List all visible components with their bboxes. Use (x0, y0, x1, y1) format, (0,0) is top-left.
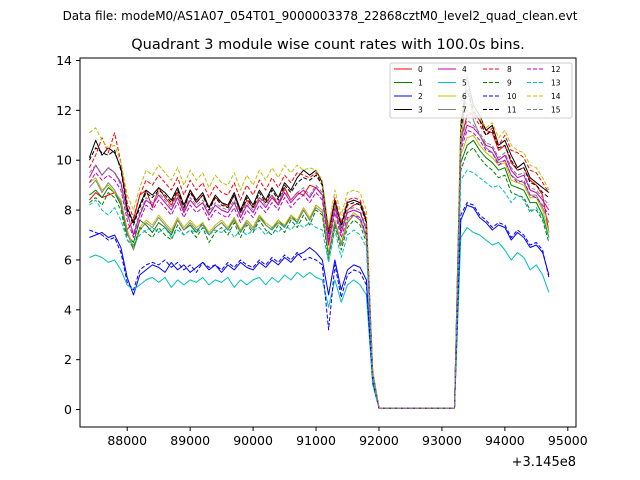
x-offset-label: +3.145e8 (512, 455, 576, 470)
legend-label-2: 2 (418, 92, 423, 101)
series-line-9 (89, 147, 550, 409)
x-tick-label: 95000 (548, 433, 588, 448)
legend-box (389, 62, 573, 119)
legend-label-12: 12 (551, 65, 561, 74)
series-line-4 (88, 124, 550, 409)
legend-label-11: 11 (507, 106, 517, 115)
legend-label-15: 15 (551, 106, 561, 115)
y-tick-label: 8 (64, 203, 72, 218)
series-line-15 (89, 119, 550, 409)
legend-label-4: 4 (462, 65, 467, 74)
x-axis-ticks: 88000 89000 90000 91000 92000 93000 94000 95000 (107, 427, 588, 448)
y-axis-ticks: 0 2 4 6 8 10 12 14 (56, 53, 80, 417)
legend-label-10: 10 (507, 92, 517, 101)
series-line-6 (89, 134, 550, 409)
legend-label-1: 1 (418, 79, 423, 88)
series-line-2 (89, 204, 550, 409)
datafile-caption: Data file: modeM0/AS1A07_054T01_90000033… (63, 9, 578, 23)
legend-label-9: 9 (507, 79, 512, 88)
series-line-5 (89, 227, 550, 409)
series-line-8 (88, 109, 550, 409)
x-tick-label: 90000 (233, 433, 273, 448)
y-tick-label: 0 (64, 402, 72, 417)
y-tick-label: 14 (56, 53, 72, 68)
x-tick-label: 94000 (485, 433, 525, 448)
x-tick-label: 88000 (107, 433, 147, 448)
y-tick-label: 2 (64, 352, 72, 367)
x-tick-label: 92000 (359, 433, 399, 448)
axes-frame (79, 57, 577, 428)
y-tick-label: 4 (64, 302, 72, 317)
legend-label-7: 7 (462, 106, 467, 115)
legend-label-14: 14 (551, 92, 561, 101)
y-tick-label: 6 (64, 252, 72, 267)
legend-label-13: 13 (551, 79, 561, 88)
chart-title: Quadrant 3 module wise count rates with … (131, 37, 525, 53)
legend-label-6: 6 (462, 92, 467, 101)
series-line-13 (89, 169, 550, 409)
x-tick-label: 89000 (170, 433, 210, 448)
series-line-12 (88, 129, 550, 409)
legend-label-3: 3 (418, 106, 423, 115)
y-tick-label: 10 (56, 153, 72, 168)
legend-label-5: 5 (462, 79, 467, 88)
x-tick-label: 93000 (422, 433, 462, 448)
legend-label-0: 0 (418, 65, 423, 74)
x-tick-label: 91000 (296, 433, 336, 448)
series-line-10 (89, 202, 550, 409)
y-tick-label: 12 (56, 103, 72, 118)
legend-label-8: 8 (507, 65, 512, 74)
